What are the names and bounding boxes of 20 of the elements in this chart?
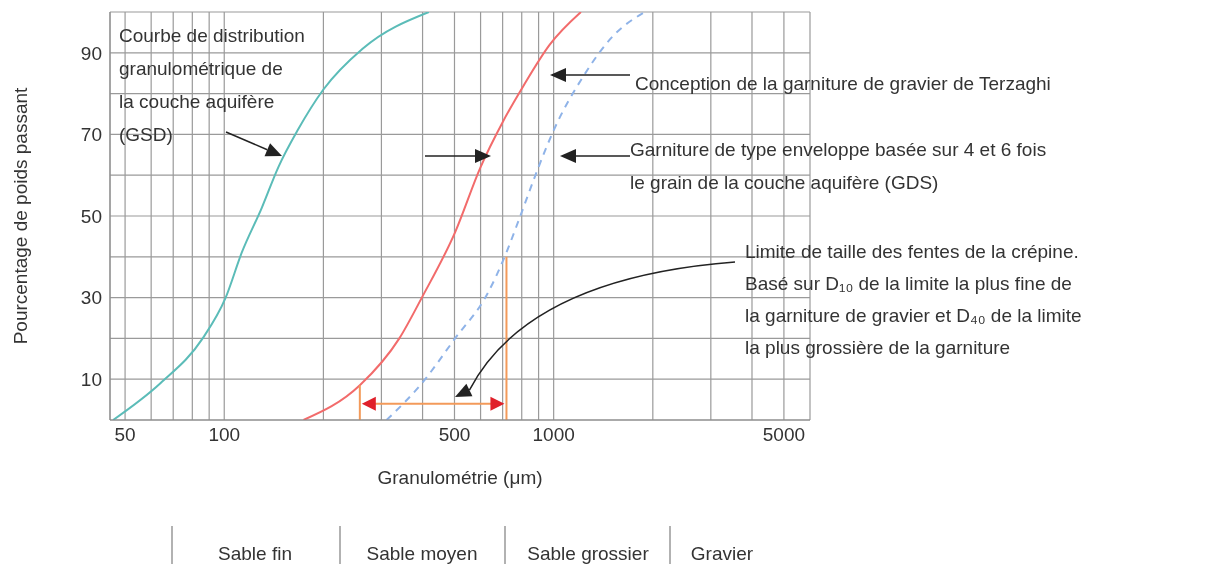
x-tick-label: 50: [114, 424, 136, 446]
x-tick-label: 100: [208, 424, 241, 446]
x-axis-title: Granulométrie (μm): [377, 467, 543, 488]
annotation: Limite de taille des fentes de la crépine. Basé sur D₁₀ de la limite la plus fine de la garniture de gravier et D₄₀ de la limite la plus grossière de la garniture: [745, 241, 1082, 358]
annotation: Garniture de type enveloppe basée sur 4 et 6 fois le grain de la couche aquifère (GDS): [630, 139, 1047, 193]
y-tick-label: 70: [80, 124, 102, 146]
x-tick-label: 1000: [532, 424, 575, 446]
annotation: Courbe de distribution granulométrique de la couche aquifère (GSD): [119, 25, 305, 145]
annotation: Conception de la garniture de gravier de Terzaghi: [635, 73, 1051, 94]
x-tick-label: 500: [438, 424, 471, 446]
x-tick-label: 5000: [762, 424, 806, 446]
y-axis-title: Pourcentage de poids passant: [9, 86, 31, 345]
text: Sable fin: [218, 543, 292, 564]
text: Sable moyen: [366, 543, 478, 564]
y-tick-label: 90: [80, 42, 102, 64]
y-tick-label: 30: [80, 287, 102, 309]
text: Gravier: [690, 543, 754, 564]
text: Sable grossier: [527, 543, 650, 564]
y-tick-label: 10: [80, 368, 102, 390]
y-tick-label: 50: [80, 205, 102, 227]
